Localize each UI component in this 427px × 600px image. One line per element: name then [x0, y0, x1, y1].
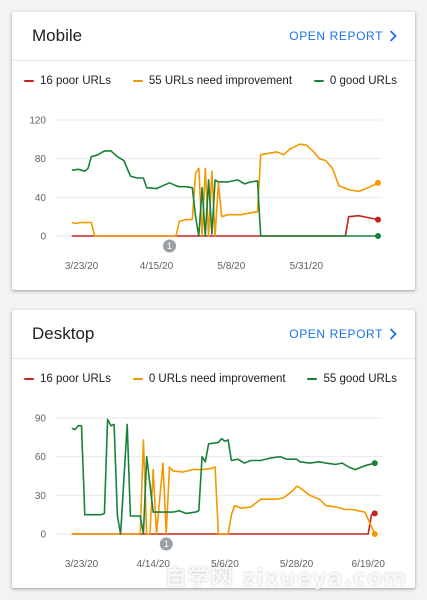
good-swatch — [307, 378, 318, 380]
x-tick-label: 3/23/20 — [65, 261, 99, 272]
legend-label-poor: 16 poor URLs — [40, 373, 111, 385]
improve-swatch — [132, 80, 143, 82]
x-tick-label: 5/8/20 — [217, 261, 245, 272]
poor-swatch — [24, 378, 34, 380]
mobile-chart-svg: 0 40 80 120 3/23/20 4/15/20 5/8/20 5/31/20 1 — [29, 116, 382, 272]
legend-label-good: 0 good URLs — [329, 75, 397, 87]
annotation-label: 1 — [167, 241, 172, 251]
series-line-improve — [71, 143, 379, 237]
y-tick-label: 30 — [35, 491, 47, 502]
legend-item-improve[interactable]: 55 URLs need improvement — [132, 75, 293, 87]
desktop-legend: 16 poor URLs 0 URLs need improvement 55 … — [12, 359, 415, 385]
improve-swatch — [132, 378, 143, 380]
series-line-improve — [71, 439, 376, 535]
y-tick-label: 80 — [35, 154, 47, 165]
annotation-label: 1 — [164, 539, 169, 549]
series-endpoint-poor — [371, 510, 378, 517]
y-tick-label: 60 — [35, 452, 47, 463]
series-line-good — [71, 150, 378, 237]
series-endpoint-improve — [375, 179, 381, 186]
mobile-chart: 0 40 80 120 3/23/20 4/15/20 5/8/20 5/31/20 1 — [12, 102, 415, 290]
chevron-right-icon — [389, 328, 397, 340]
x-tick-label: 5/6/20 — [211, 559, 239, 570]
series-endpoint-poor — [375, 216, 381, 223]
y-tick-label: 90 — [35, 414, 47, 425]
series-endpoint-good — [375, 233, 381, 239]
legend-item-poor[interactable]: 16 poor URLs — [24, 75, 111, 87]
desktop-chart-svg: 0 30 60 90 3/23/20 4/14/20 5/6/20 5/28/20 6/19/2… — [35, 414, 386, 571]
good-swatch — [313, 80, 324, 82]
x-tick-label: 5/31/20 — [290, 261, 324, 272]
legend-label-improve: 55 URLs need improvement — [148, 75, 293, 87]
desktop-card-title: Desktop — [32, 324, 95, 343]
chevron-right-icon — [389, 30, 397, 42]
mobile-card-header: Mobile OPEN REPORT — [12, 12, 415, 61]
legend-item-improve[interactable]: 0 URLs need improvement — [132, 373, 286, 385]
y-tick-label: 40 — [35, 193, 47, 204]
legend-label-poor: 16 poor URLs — [40, 75, 111, 87]
legend-item-poor[interactable]: 16 poor URLs — [24, 373, 111, 385]
poor-swatch — [24, 80, 34, 82]
series-line-good — [71, 418, 375, 535]
legend-item-good[interactable]: 0 good URLs — [313, 75, 397, 87]
y-tick-label: 0 — [40, 232, 46, 243]
open-report-label: OPEN REPORT — [289, 327, 383, 341]
x-tick-label: 5/28/20 — [280, 559, 314, 570]
legend-item-good[interactable]: 55 good URLs — [307, 373, 397, 385]
open-report-label: OPEN REPORT — [289, 29, 383, 43]
legend-label-good: 55 good URLs — [323, 373, 397, 385]
y-tick-label: 0 — [40, 530, 46, 541]
mobile-open-report-link[interactable]: OPEN REPORT — [289, 29, 397, 43]
mobile-card-title: Mobile — [32, 26, 83, 45]
annotation-marker — [163, 239, 177, 253]
mobile-legend: 16 poor URLs 55 URLs need improvement 0 … — [12, 61, 415, 87]
watermark: 自学网 zixueya.com — [164, 566, 407, 591]
x-tick-label: 4/14/20 — [137, 559, 171, 570]
legend-label-improve: 0 URLs need improvement — [148, 373, 286, 385]
series-endpoint-good — [371, 460, 378, 467]
y-tick-label: 120 — [29, 116, 46, 127]
series-endpoint-improve — [371, 531, 378, 537]
series-line-poor — [71, 214, 379, 237]
desktop-card-header: Desktop OPEN REPORT — [12, 310, 415, 359]
annotation-marker — [159, 537, 173, 551]
x-tick-label: 3/23/20 — [65, 559, 99, 570]
x-tick-label: 4/15/20 — [140, 261, 174, 272]
desktop-card: Desktop OPEN REPORT 16 poor URLs 0 URLs … — [12, 310, 415, 588]
desktop-open-report-link[interactable]: OPEN REPORT — [289, 327, 397, 341]
desktop-chart: 0 30 60 90 3/23/20 4/14/20 5/6/20 5/28/20 6/19/2… — [12, 400, 415, 588]
x-tick-label: 6/19/20 — [352, 559, 386, 570]
mobile-card: Mobile OPEN REPORT 16 poor URLs 55 URLs … — [12, 12, 415, 290]
